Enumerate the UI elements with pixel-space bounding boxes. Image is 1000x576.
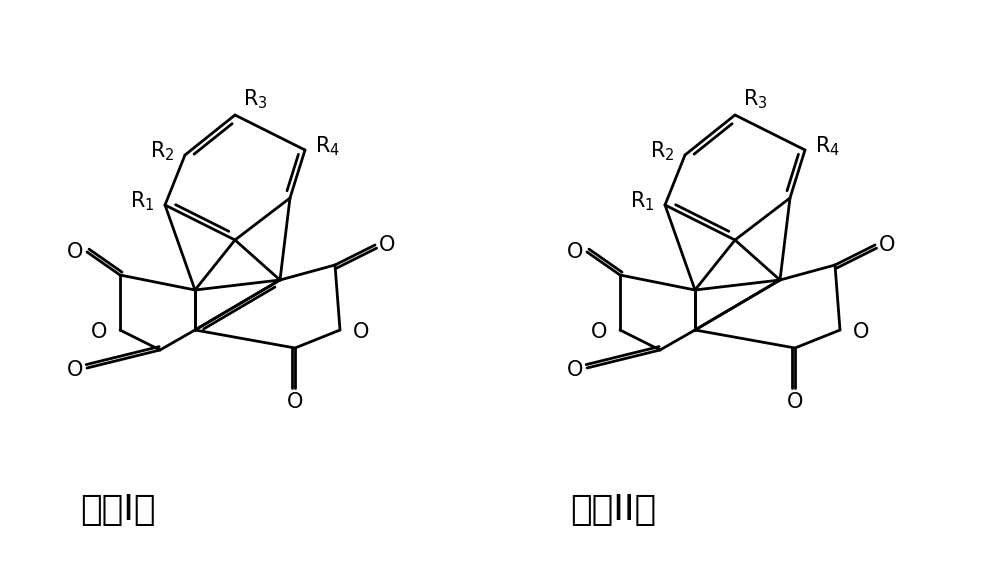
Text: O: O [591,322,607,342]
Text: R$_3$: R$_3$ [743,87,768,111]
Text: R$_4$: R$_4$ [315,134,340,158]
Text: O: O [67,242,83,262]
Text: R$_3$: R$_3$ [243,87,268,111]
Text: O: O [567,360,583,380]
Text: O: O [353,322,369,342]
Text: O: O [91,322,107,342]
Text: R$_2$: R$_2$ [150,139,175,163]
Text: O: O [853,322,869,342]
Text: R$_1$: R$_1$ [130,189,155,213]
Text: R$_1$: R$_1$ [630,189,655,213]
Text: 式（I）: 式（I） [80,493,156,527]
Text: O: O [879,235,895,255]
Text: O: O [379,235,395,255]
Text: 式（II）: 式（II） [570,493,656,527]
Text: R$_4$: R$_4$ [815,134,840,158]
Text: O: O [567,242,583,262]
Text: O: O [287,392,303,412]
Text: R$_2$: R$_2$ [650,139,675,163]
Text: O: O [787,392,803,412]
Text: O: O [67,360,83,380]
